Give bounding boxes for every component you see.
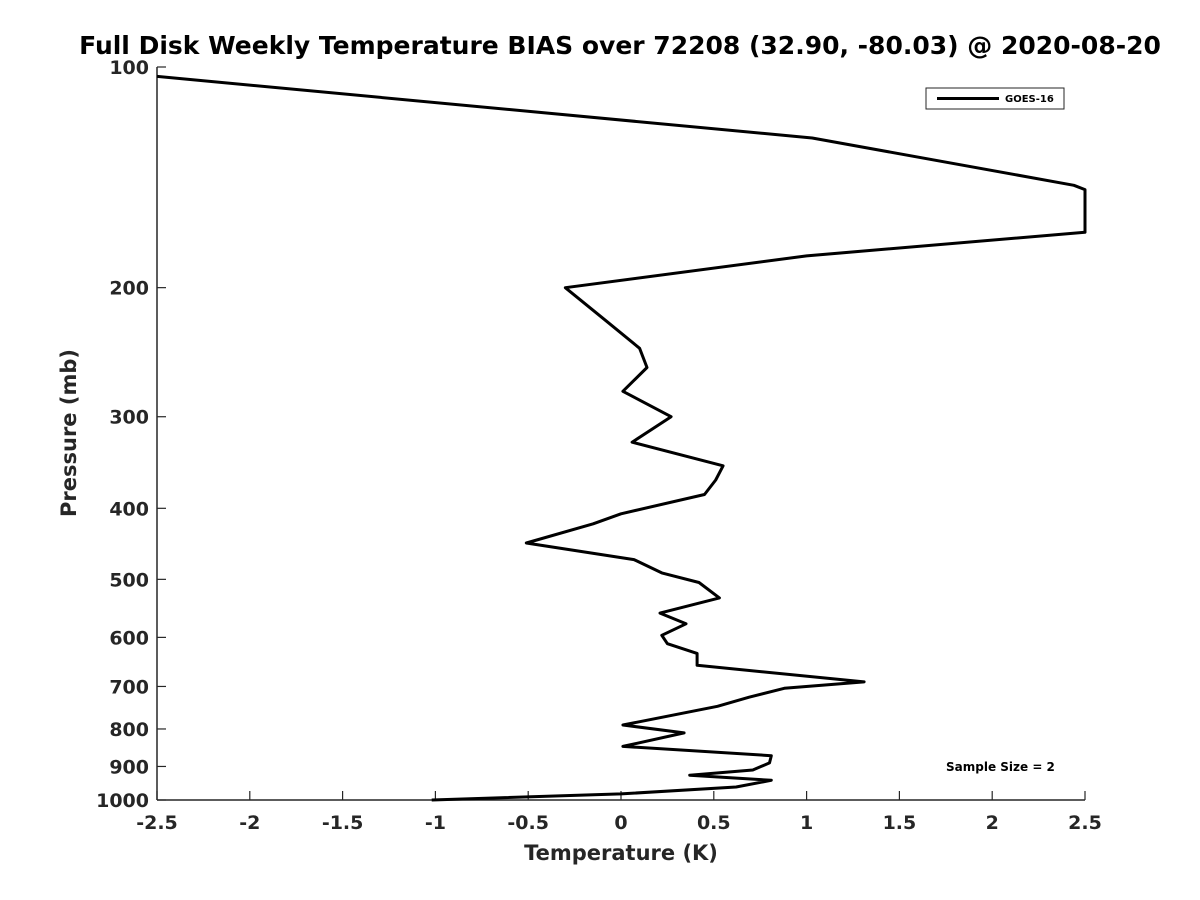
y-tick-label: 800 xyxy=(109,719,149,741)
y-tick-label: 300 xyxy=(109,407,149,429)
y-axis-ticks: 100 200 300 400 500 600 700 800 900 1000 xyxy=(96,57,166,812)
y-tick-label: 600 xyxy=(109,627,149,649)
plot-area xyxy=(157,67,1085,800)
y-tick-label: 200 xyxy=(109,278,149,300)
x-axis-label: Temperature (K) xyxy=(524,841,718,865)
legend-entry-goes-16: GOES-16 xyxy=(1005,94,1054,105)
x-tick-label: 1 xyxy=(800,812,813,834)
x-axis-ticks: -2.5 -2 -1.5 -1 -0.5 0 0.5 1 1.5 2 2.5 xyxy=(136,791,1102,834)
x-tick-label: -1.5 xyxy=(322,812,364,834)
x-tick-label: 0 xyxy=(614,812,627,834)
x-tick-label: 2 xyxy=(986,812,999,834)
y-tick-label: 400 xyxy=(109,498,149,520)
x-tick-label: -1 xyxy=(425,812,446,834)
x-tick-label: -0.5 xyxy=(507,812,549,834)
x-tick-label: 0.5 xyxy=(697,812,731,834)
x-tick-label: 1.5 xyxy=(883,812,917,834)
y-tick-label: 900 xyxy=(109,756,149,778)
y-tick-label: 1000 xyxy=(96,790,149,812)
y-tick-label: 100 xyxy=(109,57,149,79)
x-tick-label: -2 xyxy=(239,812,260,834)
y-tick-label: 700 xyxy=(109,676,149,698)
series-line-goes-16 xyxy=(156,74,1087,802)
sample-size-annotation: Sample Size = 2 xyxy=(946,760,1055,774)
x-tick-label: 2.5 xyxy=(1068,812,1102,834)
legend: GOES-16 xyxy=(925,87,1065,110)
y-tick-label: 500 xyxy=(109,569,149,591)
y-axis-label: Pressure (mb) xyxy=(57,349,81,517)
x-tick-label: -2.5 xyxy=(136,812,178,834)
chart-title: Full Disk Weekly Temperature BIAS over 7… xyxy=(79,31,1161,60)
